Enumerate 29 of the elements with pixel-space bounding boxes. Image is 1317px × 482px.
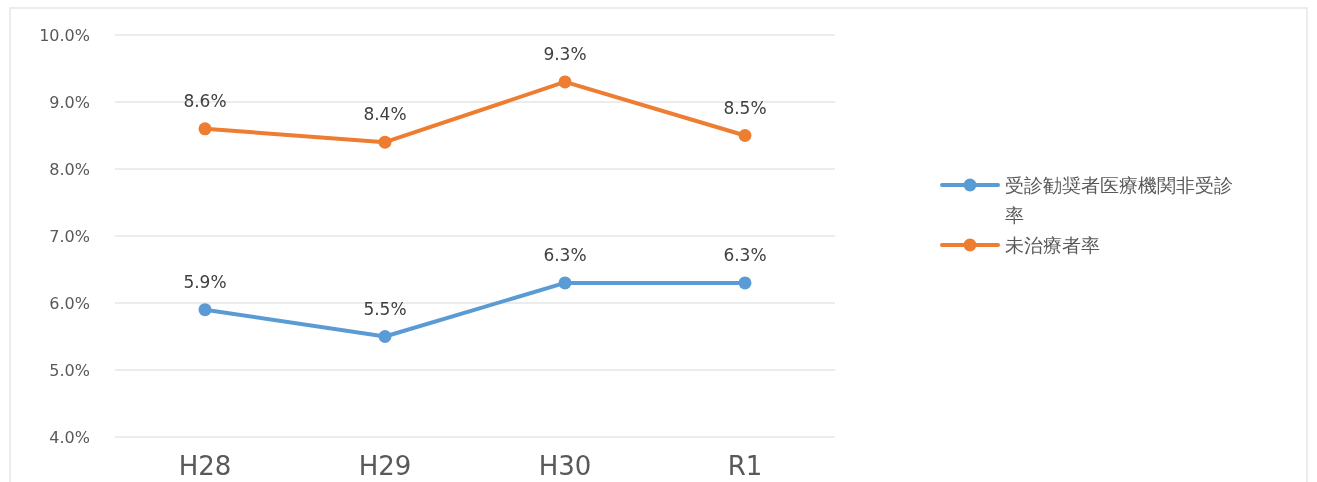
- y-tick-label: 8.0%: [49, 160, 90, 179]
- data-label: 5.5%: [363, 298, 407, 319]
- y-tick-label: 6.0%: [49, 294, 90, 313]
- x-tick-label: R1: [727, 451, 763, 481]
- point: [738, 276, 752, 290]
- legend-label: 受診勧奨者医療機関非受診率: [1005, 174, 1233, 226]
- data-label: 5.9%: [183, 271, 227, 292]
- data-label: 8.4%: [363, 104, 407, 125]
- point: [198, 303, 212, 317]
- y-tick-label: 10.0%: [39, 26, 90, 45]
- y-tick-label: 5.0%: [49, 361, 90, 380]
- y-tick-label: 4.0%: [49, 428, 90, 447]
- data-label: 9.3%: [543, 43, 587, 64]
- point: [198, 122, 212, 136]
- y-tick-label: 7.0%: [49, 227, 90, 246]
- y-tick-label: 9.0%: [49, 93, 90, 112]
- point: [378, 330, 392, 343]
- point: [558, 276, 572, 290]
- point: [738, 129, 752, 142]
- x-tick-label: H29: [358, 451, 412, 481]
- data-label: 6.3%: [723, 244, 767, 265]
- data-label: 8.5%: [723, 97, 767, 118]
- x-tick-label: H30: [538, 451, 592, 481]
- data-label: 8.6%: [183, 90, 227, 111]
- point: [378, 135, 392, 149]
- x-tick-label: H28: [178, 451, 232, 481]
- legend-label: 未治療者率: [1005, 234, 1100, 256]
- data-label: 6.3%: [543, 244, 587, 265]
- point: [558, 75, 572, 89]
